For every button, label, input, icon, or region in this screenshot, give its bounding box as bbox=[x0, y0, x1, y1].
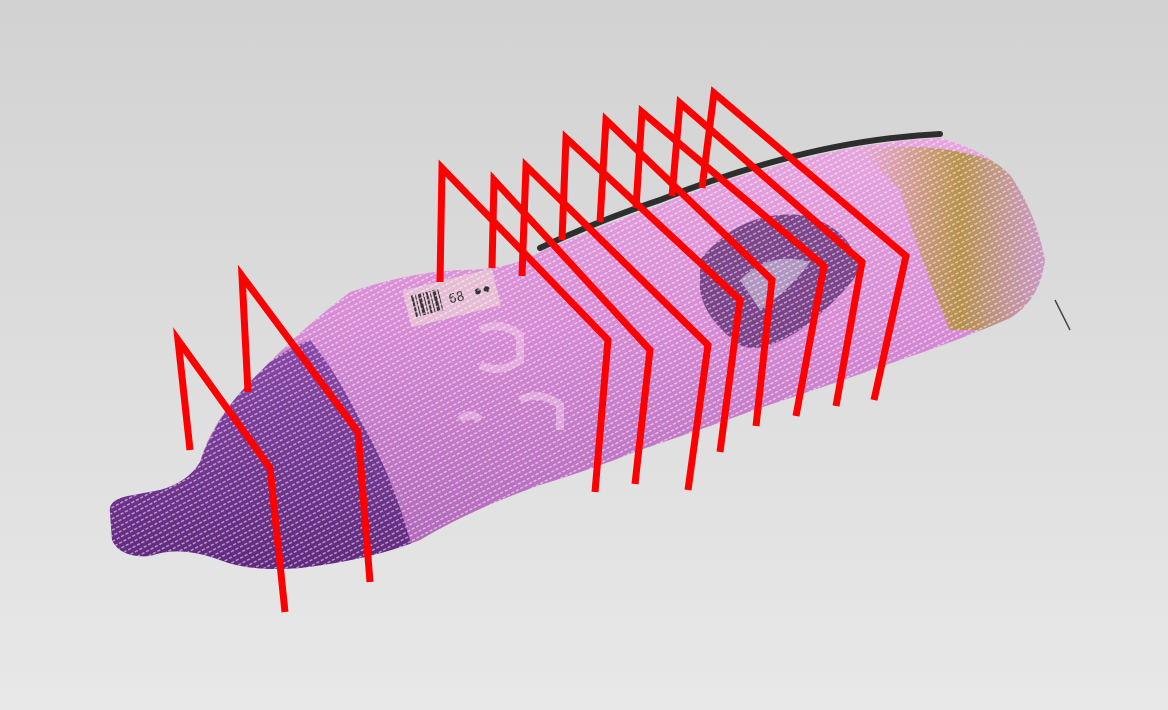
grasp-marker bbox=[237, 264, 374, 583]
grasp-marker bbox=[173, 327, 289, 613]
grasp-marker bbox=[668, 95, 866, 407]
grasp-marker bbox=[488, 171, 654, 485]
grasp-marker bbox=[632, 104, 828, 417]
grasp-markers bbox=[173, 86, 910, 613]
grasp-marker bbox=[518, 157, 712, 491]
grasp-marker bbox=[698, 86, 910, 401]
stray-points bbox=[1054, 299, 1071, 331]
grasp-marker bbox=[558, 130, 744, 453]
grasp-marker bbox=[596, 112, 776, 427]
